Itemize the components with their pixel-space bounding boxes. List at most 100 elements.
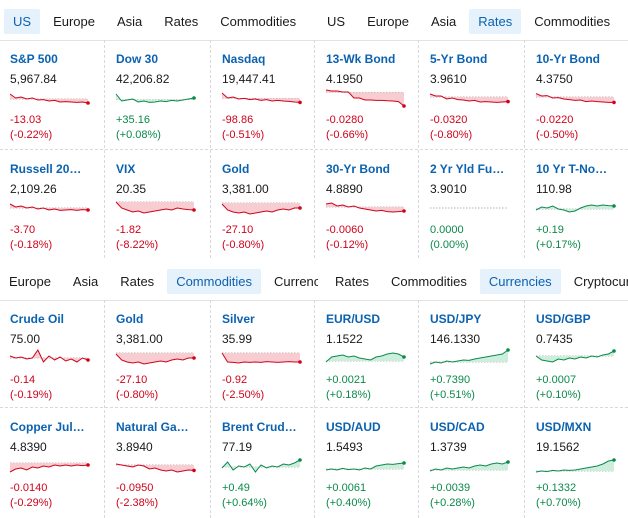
sparkline xyxy=(9,348,90,363)
quote-symbol[interactable]: VIX xyxy=(116,162,136,176)
divider xyxy=(314,300,315,518)
tab-currencies[interactable]: Currencies xyxy=(479,268,561,294)
quote-symbol[interactable]: Crude Oil xyxy=(10,312,65,326)
quote-card[interactable]: Russell 20… 2,109.26 -3.70 (-0.18%) xyxy=(0,152,104,258)
quote-card[interactable]: 30-Yr Bond 4.8890 -0.0060 (-0.12%) xyxy=(316,152,420,258)
divider xyxy=(524,40,525,258)
sparkline xyxy=(221,92,302,105)
quote-card[interactable]: 2 Yr Yld Fu… 3.9010 0.0000 (0.00%) xyxy=(420,152,524,258)
tab-us[interactable]: US xyxy=(327,13,346,29)
quote-card[interactable]: Gold 3,381.00 -27.10 (-0.80%) xyxy=(106,302,210,408)
quote-card[interactable]: Gold 3,381.00 -27.10 (-0.80%) xyxy=(212,152,316,258)
quote-symbol[interactable]: USD/MXN xyxy=(536,420,592,434)
quote-last: 35.99 xyxy=(222,332,253,346)
quote-card[interactable]: USD/CAD 1.3739 +0.0039 (+0.28%) xyxy=(420,410,524,516)
quote-card[interactable]: EUR/USD 1.1522 +0.0021 (+0.18%) xyxy=(316,302,420,408)
sparkline-endpoint xyxy=(402,209,406,213)
quote-symbol[interactable]: 2 Yr Yld Fu… xyxy=(430,162,505,176)
quote-symbol[interactable]: Gold xyxy=(116,312,144,326)
tabbar-top-left: US Europe Asia Rates Commodities xyxy=(4,4,318,38)
tab-europe[interactable]: Europe xyxy=(367,13,409,29)
quote-symbol[interactable]: 30-Yr Bond xyxy=(326,162,391,176)
tab-commodities[interactable]: Commodities xyxy=(167,268,262,294)
quote-card[interactable]: VIX 20.35 -1.82 (-8.22%) xyxy=(106,152,210,258)
quote-percent: (+0.70%) xyxy=(536,497,581,509)
tab-cryptocurrency[interactable]: Cryptocurrency xyxy=(573,273,628,289)
quote-card[interactable]: 5-Yr Bond 3.9610 -0.0320 (-0.80%) xyxy=(420,42,524,148)
sparkline-line xyxy=(429,461,509,472)
quote-change: -0.0140 xyxy=(10,482,48,494)
tab-rates[interactable]: Rates xyxy=(164,13,199,29)
quote-symbol[interactable]: Gold xyxy=(222,162,250,176)
tab-europe[interactable]: Europe xyxy=(9,273,51,289)
tab-us[interactable]: US xyxy=(4,8,41,34)
tab-asia[interactable]: Asia xyxy=(430,13,457,29)
sparkline xyxy=(115,93,196,103)
sparkline-area xyxy=(222,93,300,103)
divider xyxy=(418,40,419,258)
quote-symbol[interactable]: Nasdaq xyxy=(222,52,266,66)
quote-symbol[interactable]: 10-Yr Bond xyxy=(536,52,601,66)
quote-symbol[interactable]: Dow 30 xyxy=(116,52,159,66)
quote-symbol[interactable]: 10 Yr T-No… xyxy=(536,162,608,176)
quote-symbol[interactable]: 5-Yr Bond xyxy=(430,52,488,66)
quote-card[interactable]: Crude Oil 75.00 -0.14 (-0.19%) xyxy=(0,302,104,408)
quote-card[interactable]: 13-Wk Bond 4.1950 -0.0280 (-0.66%) xyxy=(316,42,420,148)
quote-percent: (+0.18%) xyxy=(326,389,371,401)
quote-symbol[interactable]: USD/AUD xyxy=(326,420,381,434)
quote-change: -1.82 xyxy=(116,224,142,236)
tab-rates[interactable]: Rates xyxy=(120,273,155,289)
quote-change: -98.86 xyxy=(222,114,254,126)
tab-currencies[interactable]: Currencies xyxy=(274,273,318,289)
quote-symbol[interactable]: Russell 20… xyxy=(10,162,82,176)
quote-last: 146.1330 xyxy=(430,332,481,346)
sparkline-area xyxy=(222,353,300,363)
quote-card[interactable]: Silver 35.99 -0.92 (-2.50%) xyxy=(212,302,316,408)
tab-asia[interactable]: Asia xyxy=(72,273,99,289)
tab-rates[interactable]: Rates xyxy=(335,273,369,289)
quote-symbol[interactable]: USD/GBP xyxy=(536,312,591,326)
sparkline-line xyxy=(9,203,89,211)
quote-symbol[interactable]: Silver xyxy=(222,312,255,326)
quote-symbol[interactable]: USD/CAD xyxy=(430,420,485,434)
sparkline-line xyxy=(115,353,194,365)
quote-card[interactable]: Dow 30 42,206.82 +35.16 (+0.08%) xyxy=(106,42,210,148)
quote-last: 19,447.41 xyxy=(222,72,276,86)
quote-card[interactable]: S&P 500 5,967.84 -13.03 (-0.22%) xyxy=(0,42,104,148)
tab-europe[interactable]: Europe xyxy=(53,13,95,29)
quote-card[interactable]: Brent Crud… 77.19 +0.49 (+0.64%) xyxy=(212,410,316,516)
quote-card[interactable]: 10 Yr T-No… 110.98 +0.19 (+0.17%) xyxy=(526,152,628,258)
quote-symbol[interactable]: 13-Wk Bond xyxy=(326,52,396,66)
quote-symbol[interactable]: Brent Crud… xyxy=(222,420,297,434)
sparkline xyxy=(430,207,508,209)
quote-last: 3.9010 xyxy=(430,182,467,196)
quote-symbol[interactable]: Copper Jul… xyxy=(10,420,85,434)
quote-card[interactable]: Copper Jul… 4.8390 -0.0140 (-0.29%) xyxy=(0,410,104,516)
quote-last: 3.9610 xyxy=(430,72,467,86)
sparkline-endpoint xyxy=(192,96,196,100)
sparkline-endpoint xyxy=(402,461,406,465)
quote-symbol[interactable]: Natural Ga… xyxy=(116,420,189,434)
quote-change: +35.16 xyxy=(116,114,150,126)
quote-symbol[interactable]: USD/JPY xyxy=(430,312,482,326)
sparkline xyxy=(221,458,302,473)
quote-card[interactable]: USD/AUD 1.5493 +0.0061 (+0.40%) xyxy=(316,410,420,516)
tab-asia[interactable]: Asia xyxy=(116,13,143,29)
quote-card[interactable]: USD/MXN 19.1562 +0.1332 (+0.70%) xyxy=(526,410,628,516)
quote-change: +0.1332 xyxy=(536,482,577,494)
quote-symbol[interactable]: S&P 500 xyxy=(10,52,58,66)
quote-symbol[interactable]: EUR/USD xyxy=(326,312,381,326)
quote-last: 4.1950 xyxy=(326,72,363,86)
quote-card[interactable]: Natural Ga… 3.8940 -0.0950 (-2.38%) xyxy=(106,410,210,516)
tab-commodities[interactable]: Commodities xyxy=(390,273,467,289)
tab-commodities[interactable]: Commodities xyxy=(220,13,297,29)
quote-percent: (-2.38%) xyxy=(116,497,159,509)
quote-percent: (-0.50%) xyxy=(536,129,579,141)
divider xyxy=(104,40,105,258)
quote-card[interactable]: USD/JPY 146.1330 +0.7390 (+0.51%) xyxy=(420,302,524,408)
tab-commodities[interactable]: Commodities xyxy=(534,13,611,29)
quote-card[interactable]: 10-Yr Bond 4.3750 -0.0220 (-0.50%) xyxy=(526,42,628,148)
quote-card[interactable]: USD/GBP 0.7435 +0.0007 (+0.10%) xyxy=(526,302,628,408)
quote-card[interactable]: Nasdaq 19,447.41 -98.86 (-0.51%) xyxy=(212,42,316,148)
tab-rates[interactable]: Rates xyxy=(469,8,522,34)
